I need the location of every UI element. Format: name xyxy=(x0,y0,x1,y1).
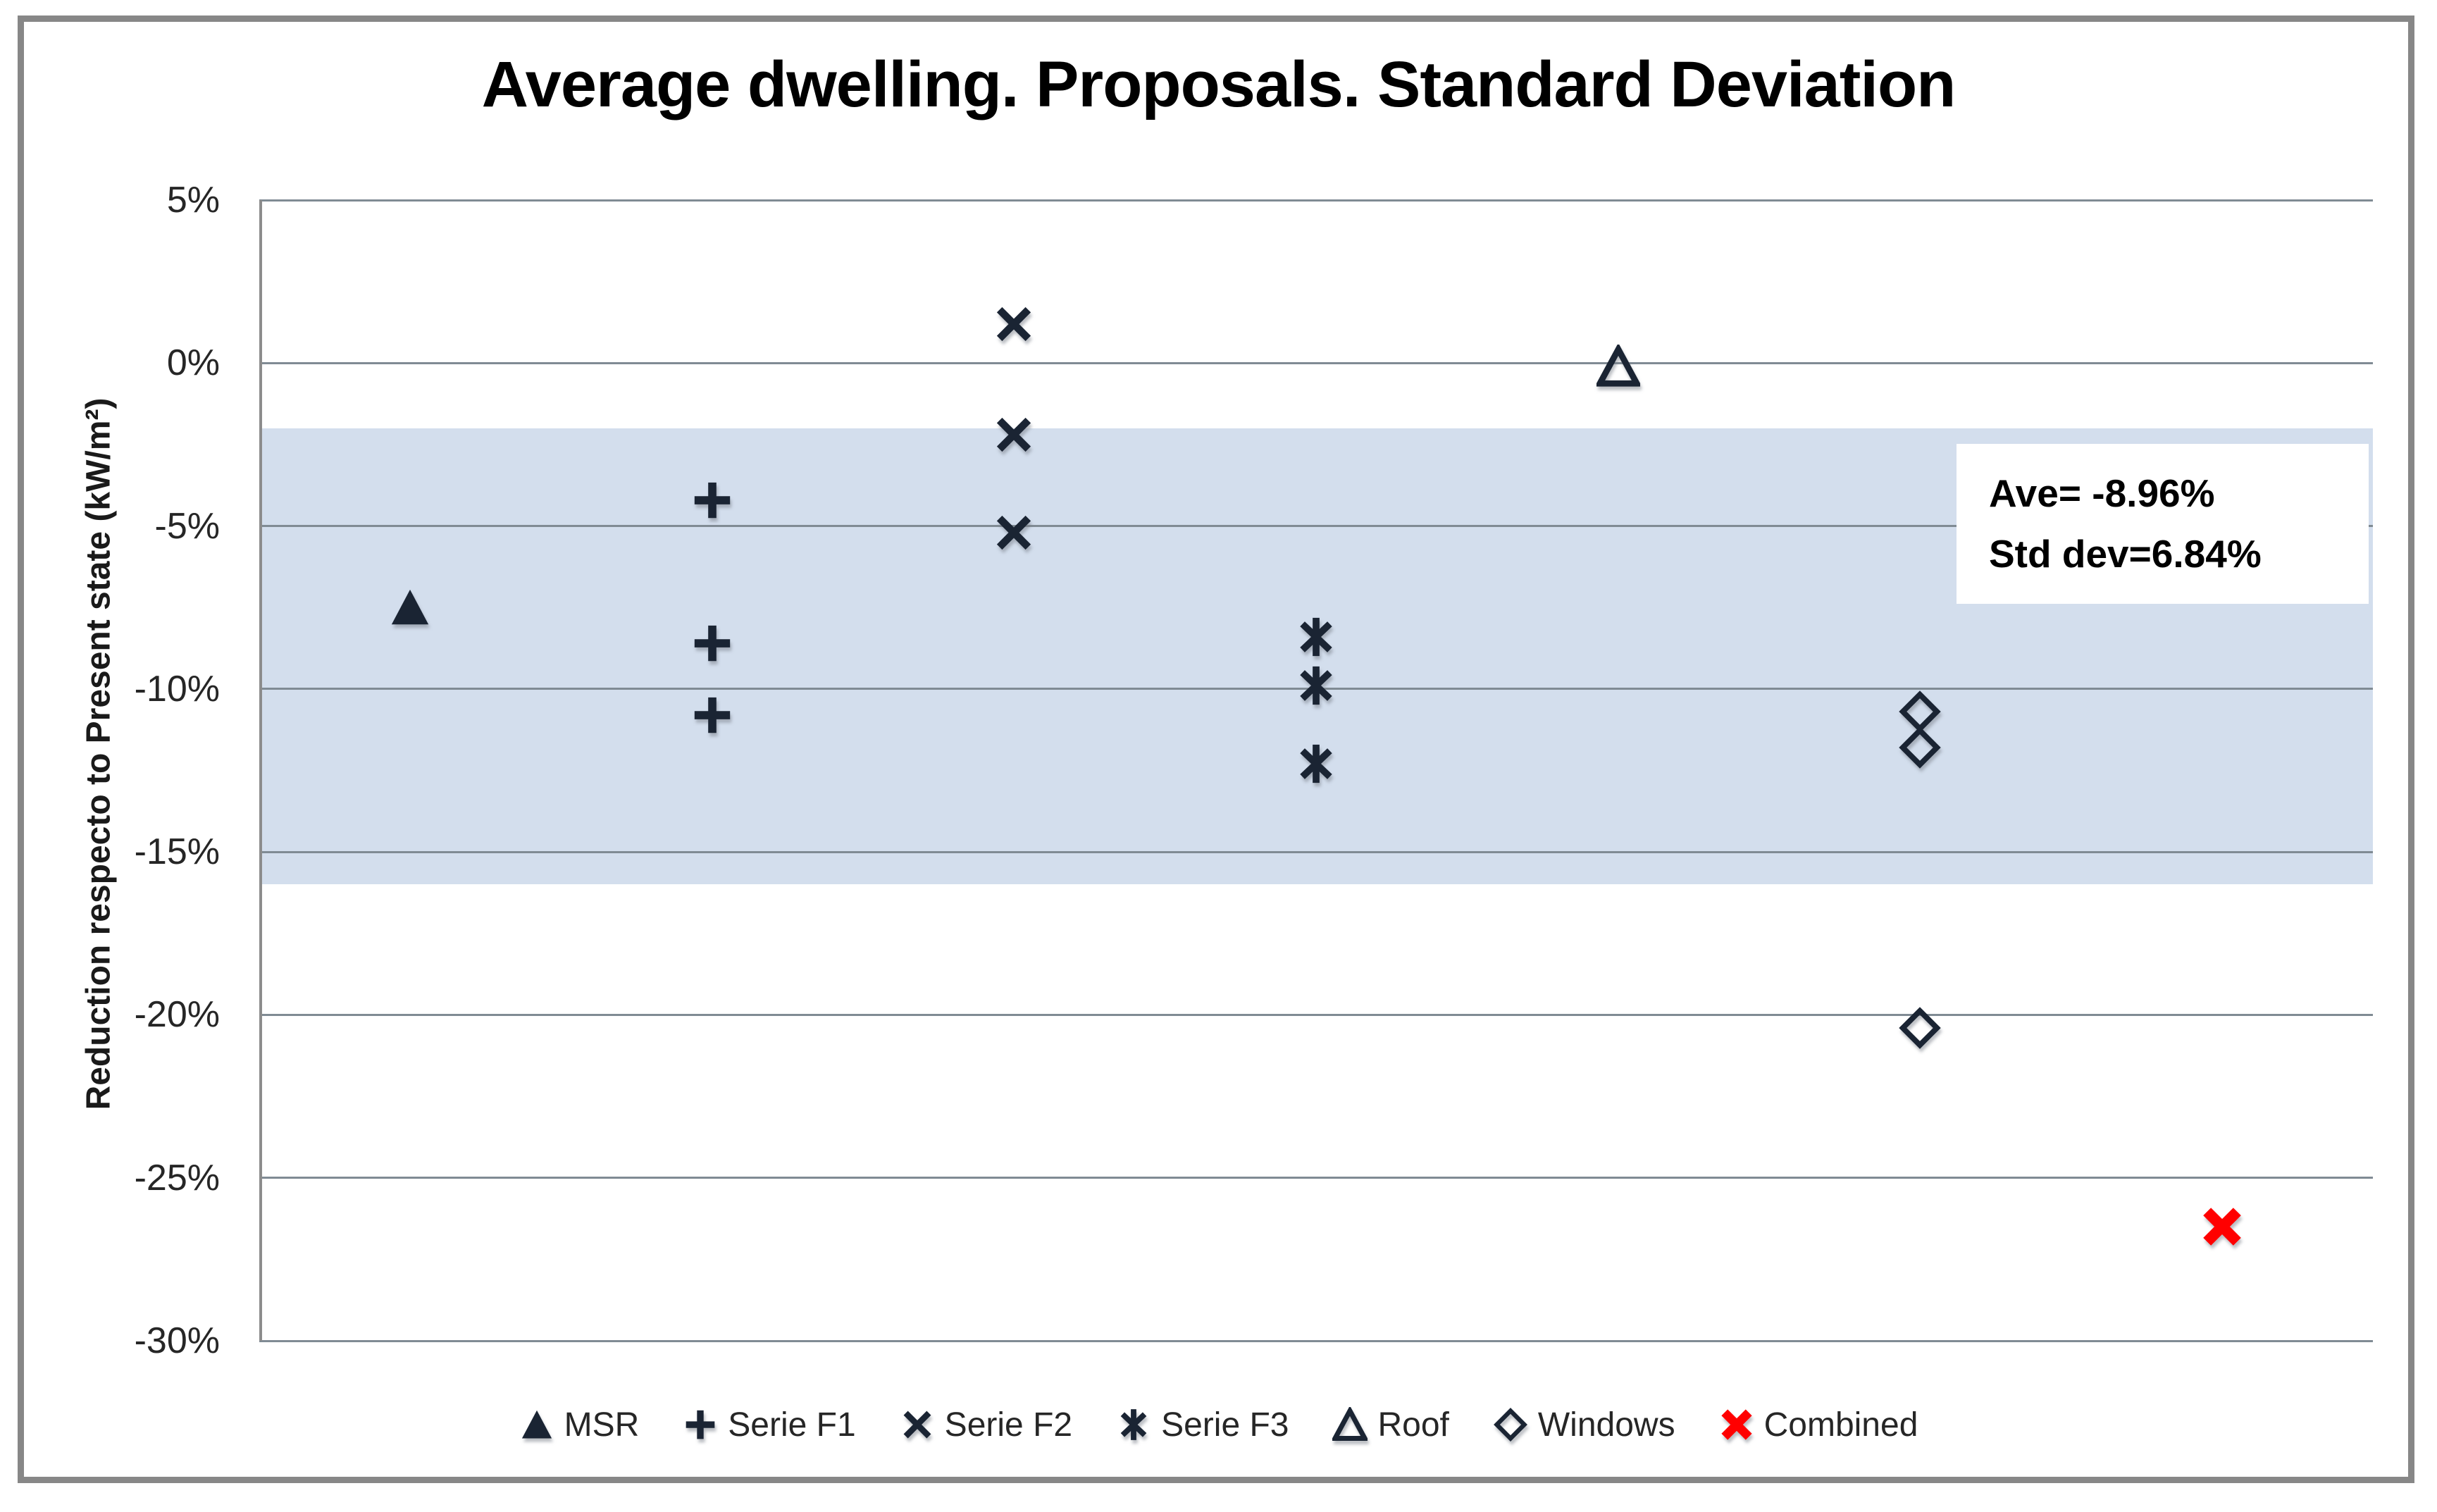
data-point-windows xyxy=(1898,726,1942,769)
diamond-open-icon xyxy=(1493,1407,1528,1442)
gridline xyxy=(259,1339,2373,1342)
plot-area: Ave= -8.96% Std dev=6.84% xyxy=(259,199,2373,1342)
data-point-serie-f2 xyxy=(992,302,1036,346)
legend-label: Roof xyxy=(1377,1406,1449,1444)
legend-item-combined: Combined xyxy=(1719,1406,1918,1444)
y-tick-label: -30% xyxy=(134,1320,220,1361)
data-point-msr xyxy=(388,585,432,629)
data-point-serie-f2 xyxy=(992,413,1036,457)
triangle-filled-icon xyxy=(519,1407,554,1442)
legend-label: Windows xyxy=(1537,1406,1675,1444)
y-tick-label: -25% xyxy=(134,1157,220,1198)
y-axis-line xyxy=(259,200,262,1341)
stats-annotation: Ave= -8.96% Std dev=6.84% xyxy=(1957,444,2369,604)
legend-item-windows: Windows xyxy=(1493,1406,1675,1444)
gridline xyxy=(259,1177,2373,1179)
data-point-serie-f1 xyxy=(690,621,734,665)
gridline xyxy=(259,850,2373,853)
chart-border xyxy=(18,16,2414,1483)
data-point-roof xyxy=(1596,344,1640,388)
legend-label: Serie F2 xyxy=(944,1406,1073,1444)
std-dev-value: Std dev=6.84% xyxy=(1989,531,2262,576)
legend-item-serie-f1: Serie F1 xyxy=(683,1406,856,1444)
legend-item-msr: MSR xyxy=(519,1406,640,1444)
asterisk-icon xyxy=(1116,1407,1151,1442)
legend-item-serie-f3: Serie F3 xyxy=(1116,1406,1289,1444)
data-point-serie-f3 xyxy=(1294,742,1338,786)
legend-label: Serie F3 xyxy=(1161,1406,1289,1444)
y-tick-label: -10% xyxy=(134,668,220,709)
data-point-serie-f1 xyxy=(690,693,734,737)
chart-title: Average dwelling. Proposals. Standard De… xyxy=(481,49,1957,120)
y-tick-label: -15% xyxy=(134,831,220,873)
y-tick-label: -20% xyxy=(134,994,220,1036)
data-point-combined xyxy=(2200,1205,2244,1248)
data-point-serie-f2 xyxy=(992,511,1036,554)
legend-item-roof: Roof xyxy=(1332,1406,1449,1444)
data-point-serie-f3 xyxy=(1294,664,1338,707)
gridline xyxy=(259,361,2373,364)
x-bold-icon xyxy=(1719,1407,1754,1442)
y-tick-label: -5% xyxy=(154,505,220,547)
gridline xyxy=(259,199,2373,202)
legend-label: Serie F1 xyxy=(728,1406,856,1444)
gridline xyxy=(259,1013,2373,1016)
y-tick-label: 0% xyxy=(166,342,220,384)
data-point-serie-f3 xyxy=(1294,615,1338,659)
plus-icon xyxy=(683,1407,718,1442)
x-icon xyxy=(900,1407,935,1442)
data-point-serie-f1 xyxy=(690,478,734,522)
legend-item-serie-f2: Serie F2 xyxy=(900,1406,1072,1444)
legend-label: Combined xyxy=(1763,1406,1918,1444)
triangle-open-icon xyxy=(1332,1407,1368,1442)
data-point-windows xyxy=(1898,1006,1942,1050)
y-tick-label: 5% xyxy=(166,180,220,221)
legend-label: MSR xyxy=(564,1406,640,1444)
average-value: Ave= -8.96% xyxy=(1989,471,2215,516)
gridline xyxy=(259,525,2373,528)
legend: MSR Serie F1 Serie F2 Serie F3 Roof Windows Co… xyxy=(0,1389,2437,1460)
